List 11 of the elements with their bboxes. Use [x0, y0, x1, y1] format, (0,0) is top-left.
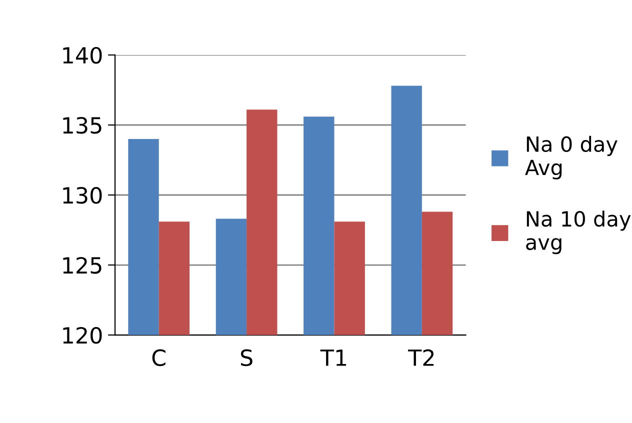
x-tick-label: T2	[408, 349, 434, 366]
legend-label: Na 10 day avg	[526, 210, 631, 254]
y-tick-label: 125	[63, 256, 102, 274]
x-tick-label: C	[152, 349, 166, 366]
y-tick-label: 130	[63, 186, 102, 204]
legend-label: Na 0 day Avg	[525, 136, 618, 180]
y-tick-label: 140	[63, 46, 102, 64]
y-tick-label: 120	[63, 326, 102, 344]
x-tick-label: T1	[320, 350, 346, 366]
x-tick-label: S	[240, 349, 252, 366]
y-tick-label: 135	[63, 116, 102, 134]
